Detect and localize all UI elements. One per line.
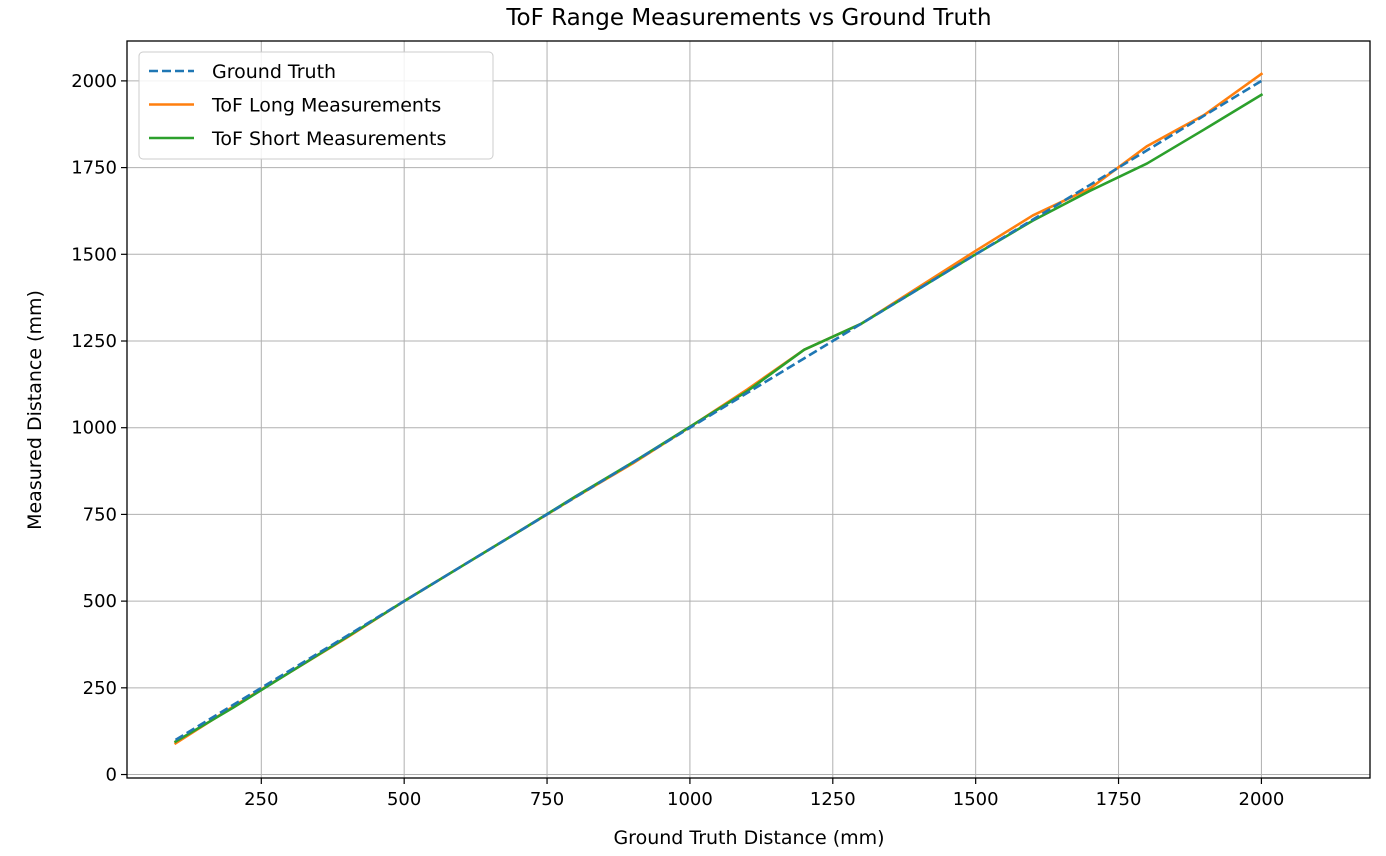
y-tick-label: 250 bbox=[83, 678, 117, 699]
legend-label: ToF Short Measurements bbox=[211, 128, 446, 150]
chart-title: ToF Range Measurements vs Ground Truth bbox=[505, 5, 991, 31]
x-tick-label: 2000 bbox=[1239, 789, 1285, 810]
y-tick-label: 1500 bbox=[71, 244, 117, 265]
x-tick-label: 1750 bbox=[1096, 789, 1142, 810]
y-tick-label: 500 bbox=[83, 591, 117, 612]
y-tick-label: 750 bbox=[83, 504, 117, 525]
y-tick-label: 1750 bbox=[71, 158, 117, 179]
legend-label: Ground Truth bbox=[212, 61, 336, 83]
y-tick-label: 0 bbox=[106, 765, 117, 786]
axes-frame bbox=[126, 40, 1371, 779]
plot-lines bbox=[173, 72, 1264, 746]
y-tick-label: 1000 bbox=[71, 418, 117, 439]
x-tick-label: 500 bbox=[387, 789, 421, 810]
axis-ticks: 250 500 750 1000 1250 1500 1750 2000 0 250 500 750 1… bbox=[71, 71, 1284, 810]
series-line-ground-truth bbox=[174, 79, 1263, 741]
y-axis-label: Measured Distance (mm) bbox=[24, 290, 46, 530]
x-tick-label: 1250 bbox=[810, 789, 856, 810]
legend-box bbox=[138, 51, 494, 160]
grid bbox=[127, 41, 1370, 778]
x-tick-label: 1500 bbox=[953, 789, 999, 810]
legend-label: ToF Long Measurements bbox=[211, 95, 441, 117]
y-tick-label: 1250 bbox=[71, 331, 117, 352]
legend: Ground Truth ToF Long Measurements ToF Sho… bbox=[138, 51, 494, 160]
x-tick-label: 1000 bbox=[667, 789, 713, 810]
x-tick-label: 250 bbox=[244, 789, 278, 810]
x-tick-label: 750 bbox=[530, 789, 564, 810]
y-tick-label: 2000 bbox=[71, 71, 117, 92]
x-axis-label: Ground Truth Distance (mm) bbox=[613, 827, 884, 849]
